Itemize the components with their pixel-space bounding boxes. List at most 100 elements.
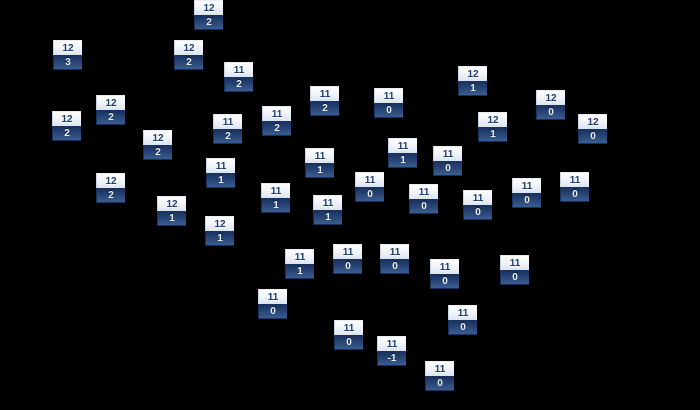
map-marker[interactable]: 11 0 xyxy=(374,88,403,118)
map-marker-top-value: 12 xyxy=(96,173,125,188)
map-marker-top-value: 11 xyxy=(261,183,290,198)
map-marker-bottom-value: 1 xyxy=(478,127,507,142)
map-marker[interactable]: 12 1 xyxy=(205,216,234,246)
map-marker-bottom-value: 1 xyxy=(305,163,334,178)
map-marker-top-value: 11 xyxy=(206,158,235,173)
map-marker-bottom-value: 1 xyxy=(206,173,235,188)
map-marker-top-value: 12 xyxy=(478,112,507,127)
map-marker-top-value: 11 xyxy=(374,88,403,103)
map-marker-bottom-value: 0 xyxy=(433,161,462,176)
map-marker[interactable]: 12 3 xyxy=(53,40,82,70)
map-marker-bottom-value: 2 xyxy=(174,55,203,70)
map-marker[interactable]: 11 0 xyxy=(500,255,529,285)
map-marker-bottom-value: 1 xyxy=(261,198,290,213)
map-marker-bottom-value: 2 xyxy=(224,77,253,92)
map-marker-top-value: 12 xyxy=(174,40,203,55)
map-marker-top-value: 11 xyxy=(262,106,291,121)
map-marker-bottom-value: 0 xyxy=(430,274,459,289)
map-marker[interactable]: 12 1 xyxy=(458,66,487,96)
map-marker[interactable]: 11 0 xyxy=(433,146,462,176)
map-marker[interactable]: 12 2 xyxy=(194,0,223,30)
map-marker[interactable]: 11 2 xyxy=(224,62,253,92)
map-marker[interactable]: 12 2 xyxy=(96,95,125,125)
map-marker-top-value: 12 xyxy=(53,40,82,55)
map-marker-top-value: 12 xyxy=(205,216,234,231)
map-marker-top-value: 11 xyxy=(560,172,589,187)
map-marker[interactable]: 11 0 xyxy=(380,244,409,274)
map-marker[interactable]: 12 0 xyxy=(536,90,565,120)
map-marker-bottom-value: 1 xyxy=(157,211,186,226)
map-marker[interactable]: 12 2 xyxy=(52,111,81,141)
map-marker[interactable]: 12 2 xyxy=(174,40,203,70)
map-marker-top-value: 11 xyxy=(334,320,363,335)
map-marker-bottom-value: 0 xyxy=(380,259,409,274)
map-marker-bottom-value: 0 xyxy=(333,259,362,274)
map-marker-bottom-value: 0 xyxy=(374,103,403,118)
map-marker-bottom-value: 0 xyxy=(500,270,529,285)
map-marker[interactable]: 11 0 xyxy=(333,244,362,274)
map-marker[interactable]: 12 1 xyxy=(478,112,507,142)
map-marker-top-value: 11 xyxy=(213,114,242,129)
map-marker[interactable]: 11 0 xyxy=(355,172,384,202)
map-marker-top-value: 11 xyxy=(512,178,541,193)
map-marker-bottom-value: 1 xyxy=(285,264,314,279)
map-marker-top-value: 11 xyxy=(333,244,362,259)
map-marker-bottom-value: 0 xyxy=(355,187,384,202)
map-marker-bottom-value: 0 xyxy=(560,187,589,202)
map-marker[interactable]: 11 0 xyxy=(258,289,287,319)
map-marker[interactable]: 11 0 xyxy=(409,184,438,214)
map-marker-top-value: 11 xyxy=(377,336,406,351)
map-marker[interactable]: 11 2 xyxy=(262,106,291,136)
map-marker-top-value: 12 xyxy=(96,95,125,110)
map-marker-bottom-value: 2 xyxy=(96,110,125,125)
map-marker[interactable]: 11 0 xyxy=(430,259,459,289)
map-marker[interactable]: 11 0 xyxy=(512,178,541,208)
map-marker-bottom-value: -1 xyxy=(377,351,406,366)
map-marker-top-value: 11 xyxy=(433,146,462,161)
map-marker-bottom-value: 0 xyxy=(536,105,565,120)
map-marker[interactable]: 11 1 xyxy=(305,148,334,178)
map-marker-bottom-value: 2 xyxy=(143,145,172,160)
map-marker-top-value: 11 xyxy=(500,255,529,270)
map-marker[interactable]: 11 1 xyxy=(388,138,417,168)
map-marker[interactable]: 12 2 xyxy=(143,130,172,160)
map-marker-bottom-value: 0 xyxy=(463,205,492,220)
map-marker-bottom-value: 0 xyxy=(512,193,541,208)
map-marker[interactable]: 11 2 xyxy=(213,114,242,144)
map-marker-bottom-value: 2 xyxy=(52,126,81,141)
map-marker[interactable]: 12 1 xyxy=(157,196,186,226)
map-marker[interactable]: 12 2 xyxy=(96,173,125,203)
map-marker-top-value: 12 xyxy=(458,66,487,81)
map-marker[interactable]: 12 0 xyxy=(578,114,607,144)
map-marker-bottom-value: 1 xyxy=(313,210,342,225)
map-marker[interactable]: 11 0 xyxy=(463,190,492,220)
map-marker[interactable]: 11 0 xyxy=(560,172,589,202)
map-marker-bottom-value: 2 xyxy=(310,101,339,116)
map-marker[interactable]: 11 1 xyxy=(313,195,342,225)
map-marker-top-value: 12 xyxy=(194,0,223,15)
map-marker-top-value: 12 xyxy=(143,130,172,145)
map-marker[interactable]: 11 1 xyxy=(206,158,235,188)
map-marker[interactable]: 11 0 xyxy=(334,320,363,350)
map-marker-bottom-value: 1 xyxy=(388,153,417,168)
map-marker-top-value: 11 xyxy=(425,361,454,376)
map-marker[interactable]: 11 0 xyxy=(425,361,454,391)
map-marker[interactable]: 11 1 xyxy=(285,249,314,279)
map-marker-top-value: 12 xyxy=(578,114,607,129)
map-marker-bottom-value: 2 xyxy=(96,188,125,203)
map-marker[interactable]: 11 0 xyxy=(448,305,477,335)
map-marker-bottom-value: 2 xyxy=(213,129,242,144)
map-marker-top-value: 11 xyxy=(448,305,477,320)
map-marker-top-value: 11 xyxy=(388,138,417,153)
map-marker[interactable]: 11 2 xyxy=(310,86,339,116)
map-marker-top-value: 11 xyxy=(430,259,459,274)
map-marker-top-value: 11 xyxy=(409,184,438,199)
map-marker-top-value: 12 xyxy=(157,196,186,211)
map-marker[interactable]: 11 -1 xyxy=(377,336,406,366)
map-marker[interactable]: 11 1 xyxy=(261,183,290,213)
map-marker-top-value: 11 xyxy=(313,195,342,210)
map-marker-top-value: 11 xyxy=(355,172,384,187)
map-marker-top-value: 12 xyxy=(52,111,81,126)
map-marker-bottom-value: 3 xyxy=(53,55,82,70)
map-marker-bottom-value: 0 xyxy=(258,304,287,319)
